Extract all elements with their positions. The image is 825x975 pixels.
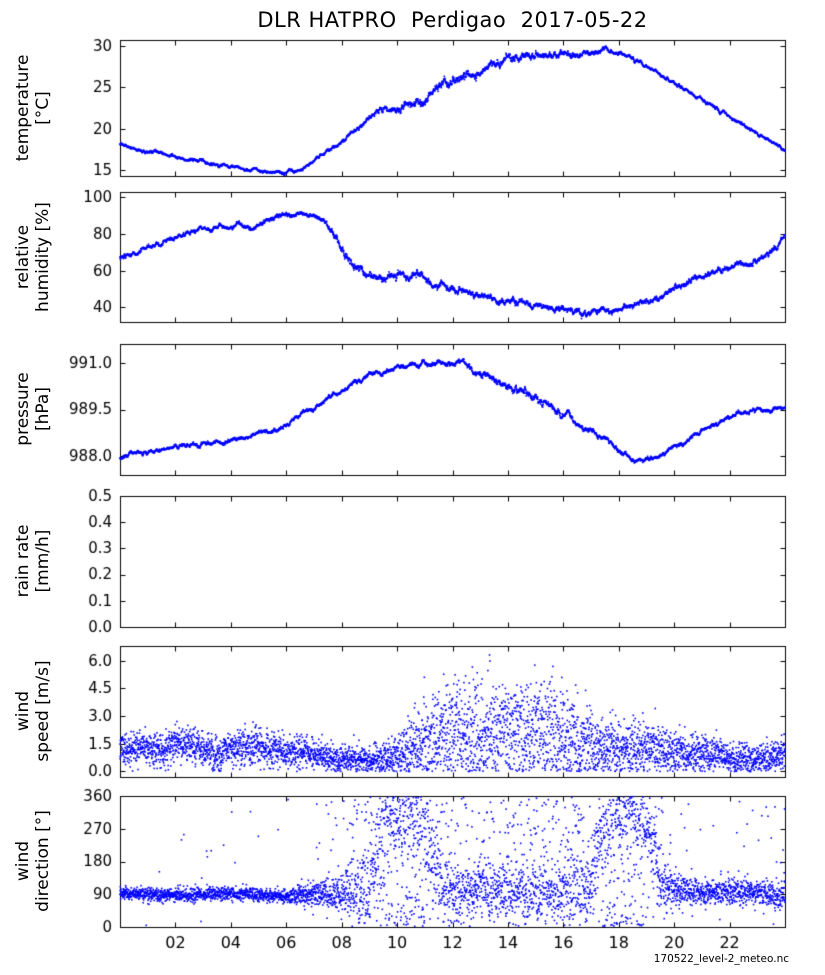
chart-title: DLR HATPRO Perdigao 2017-05-22: [257, 8, 648, 32]
y-axis-label-pressure: pressure [hPa]: [13, 372, 53, 445]
y-axis-label-line: speed [m/s]: [33, 660, 53, 762]
y-axis-label-line: [°C]: [33, 91, 53, 125]
footer-filename: 170522_level-2_meteo.nc: [653, 953, 789, 965]
y-axis-label-line: wind: [13, 840, 33, 882]
y-axis-label-line: humidity [%]: [33, 202, 53, 312]
y-axis-label-line: pressure: [13, 372, 33, 446]
y-axis-label-line: [hPa]: [33, 387, 53, 431]
y-axis-label-wind-direction: wind direction [°]: [13, 810, 53, 912]
y-axis-label-rain-rate: rain rate [mm/h]: [13, 525, 53, 598]
y-axis-label-temperature: temperature [°C]: [13, 55, 53, 162]
y-axis-label-wind-speed: wind speed [m/s]: [13, 660, 53, 761]
y-axis-label-line: rain rate: [13, 524, 33, 598]
y-axis-label-line: [mm/h]: [33, 529, 53, 593]
y-axis-label-line: wind: [13, 690, 33, 732]
y-axis-label-line: relative: [13, 224, 33, 290]
y-axis-label-line: temperature: [13, 54, 33, 162]
y-axis-label-relative-humidity: relative humidity [%]: [13, 202, 53, 312]
y-axis-label-line: direction [°]: [33, 810, 53, 912]
